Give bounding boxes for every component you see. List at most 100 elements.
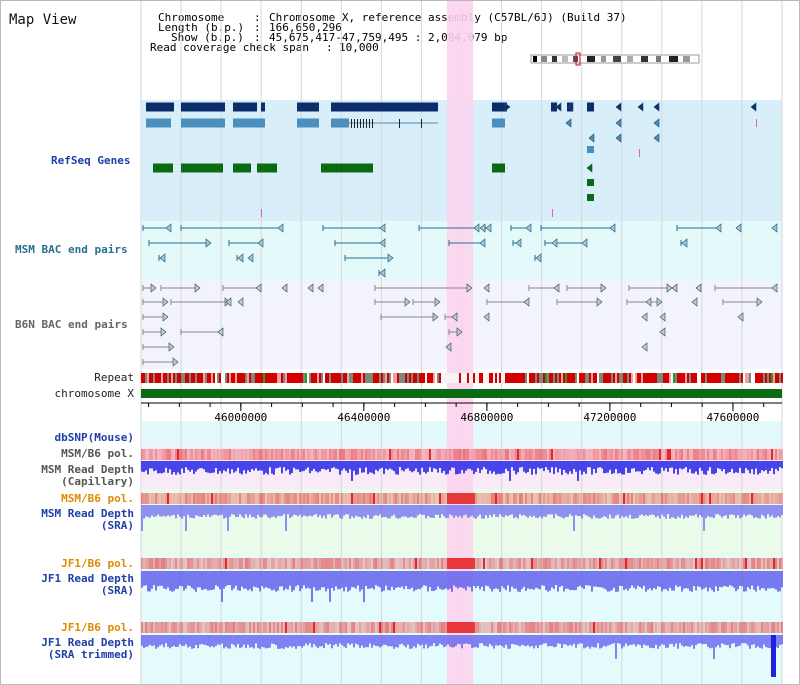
msm-pol-sra-cell xyxy=(237,493,239,504)
msm-pol-cap-cell xyxy=(153,449,155,460)
jf1-depth-2-bar xyxy=(393,635,395,649)
msm-pol-sra-cell xyxy=(729,493,731,504)
repeat-segment xyxy=(249,373,251,383)
jf1-pol-2-cell xyxy=(439,622,441,633)
repeat-segment xyxy=(627,373,629,383)
jf1-depth-2-bar xyxy=(215,635,217,646)
jf1-depth-1-bar xyxy=(697,571,699,587)
repeat-segment xyxy=(451,373,453,383)
jf1-depth-1-bar xyxy=(361,571,363,590)
msm-depth-sra-bar xyxy=(575,505,577,516)
jf1-pol-1-cell xyxy=(341,558,343,569)
jf1-pol-1-cell xyxy=(471,558,473,569)
msm-depth-cap-bar xyxy=(627,461,629,473)
msm-pol-cap-cell xyxy=(433,449,435,460)
jf1-depth-1-bar xyxy=(553,571,555,589)
repeat-segment xyxy=(375,373,377,383)
msm-depth-sra-bar xyxy=(673,505,675,518)
jf1-depth-1-bar xyxy=(447,571,449,590)
jf1-pol-2-cell xyxy=(763,622,765,633)
msm-depth-sra-bar xyxy=(551,505,553,515)
jf1-pol-2-cell xyxy=(381,622,383,633)
msm-depth-sra-bar xyxy=(657,505,659,516)
jf1-depth-2-bar xyxy=(499,635,501,646)
msm-pol-cap-cell xyxy=(299,449,301,460)
jf1-depth-2-bar xyxy=(755,635,757,648)
msm-depth-cap-bar xyxy=(227,461,229,469)
jf1-depth-2-bar xyxy=(259,635,261,649)
jf1-depth-2-spike xyxy=(771,635,776,677)
jf1-pol-2-cell xyxy=(467,622,469,633)
msm-depth-cap-bar xyxy=(571,461,573,474)
msm-depth-cap-bar xyxy=(161,461,163,474)
jf1-depth-2-bar xyxy=(601,635,603,648)
jf1-pol-2-cell xyxy=(181,622,183,633)
msm-depth-cap-bar xyxy=(403,461,405,472)
msm-pol-cap-cell xyxy=(505,449,507,460)
msm-pol-sra-cell xyxy=(585,493,587,504)
jf1-pol-1-cell xyxy=(611,558,613,569)
msm-pol-sra-cell xyxy=(239,493,241,504)
msm-depth-cap-bar xyxy=(543,461,545,472)
msm-depth-sra-bar xyxy=(365,505,367,519)
msm-pol-cap-cell xyxy=(181,449,183,460)
repeat-segment xyxy=(759,373,761,383)
jf1-depth-2-bar xyxy=(173,635,175,646)
msm-pol-cap-cell xyxy=(215,449,217,460)
repeat-segment xyxy=(195,373,197,383)
jf1-pol-2-cell xyxy=(427,622,429,633)
msm-bac-pair-arrow xyxy=(159,253,166,263)
msm-depth-cap-bar xyxy=(309,461,311,474)
jf1-pol-1-cell xyxy=(163,558,165,569)
jf1-pol-2-cell xyxy=(267,622,269,633)
jf1-depth-1-bar xyxy=(365,571,367,587)
repeat-segment xyxy=(515,373,517,383)
msm-pol-sra-cell xyxy=(661,493,663,504)
msm-depth-sra-bar xyxy=(217,505,219,516)
msm-pol-sra-cell xyxy=(765,493,767,504)
msm-depth-sra-bar xyxy=(465,505,467,515)
jf1-pol-1-cell xyxy=(261,558,263,569)
jf1-depth-1-bar xyxy=(417,571,419,589)
msm-pol-sra-cell xyxy=(497,493,499,504)
jf1-pol-2-cell xyxy=(297,622,299,633)
msm-depth-sra-bar xyxy=(733,505,735,515)
msm-bac-pair-arrow xyxy=(681,238,688,248)
msm-depth-cap-bar xyxy=(239,461,241,474)
jf1-depth-2-bar xyxy=(479,635,481,644)
jf1-pol-2-cell xyxy=(715,622,717,633)
msm-pol-sra-cell xyxy=(277,493,279,504)
msm-pol-sra-cell xyxy=(531,493,533,504)
jf1-pol-2-cell xyxy=(701,622,703,633)
msm-depth-cap-bar xyxy=(679,461,681,469)
msm-pol-sra-cell xyxy=(599,493,601,504)
msm-depth-sra-bar xyxy=(177,505,179,515)
msm-pol-sra-cell xyxy=(267,493,269,504)
jf1-pol-2-cell xyxy=(173,622,175,633)
msm-pol-cap-cell xyxy=(373,449,375,460)
msm-depth-cap-bar xyxy=(373,461,375,475)
jf1-pol-1-cell xyxy=(435,558,437,569)
jf1-pol-2-cell xyxy=(767,622,769,633)
repeat-segment xyxy=(601,373,603,383)
msm-pol-cap-cell xyxy=(447,449,449,460)
jf1-depth-2-bar xyxy=(655,635,657,645)
jf1-pol-2-cell xyxy=(417,622,419,633)
jf1-depth-2-bar xyxy=(275,635,277,646)
jf1-pol-2-cell xyxy=(311,622,313,633)
msm-pol-sra-cell xyxy=(733,493,735,504)
msm-depth-sra-bar xyxy=(327,505,329,515)
msm-pol-cap-cell xyxy=(227,449,229,460)
msm-depth-sra-bar xyxy=(587,505,589,517)
msm-depth-sra-bar xyxy=(153,505,155,517)
jf1-pol-2-cell xyxy=(555,622,557,633)
msm-depth-sra-bar xyxy=(559,505,561,517)
jf1-depth-1-bar xyxy=(351,571,353,588)
jf1-pol-1-cell xyxy=(351,558,353,569)
jf1-pol-1-cell xyxy=(449,558,451,569)
jf1-pol-1-cell xyxy=(577,558,579,569)
msm-pol-sra-cell xyxy=(305,493,307,504)
jf1-depth-2-bar xyxy=(263,635,265,648)
jf1-pol-2-cell xyxy=(465,622,467,633)
